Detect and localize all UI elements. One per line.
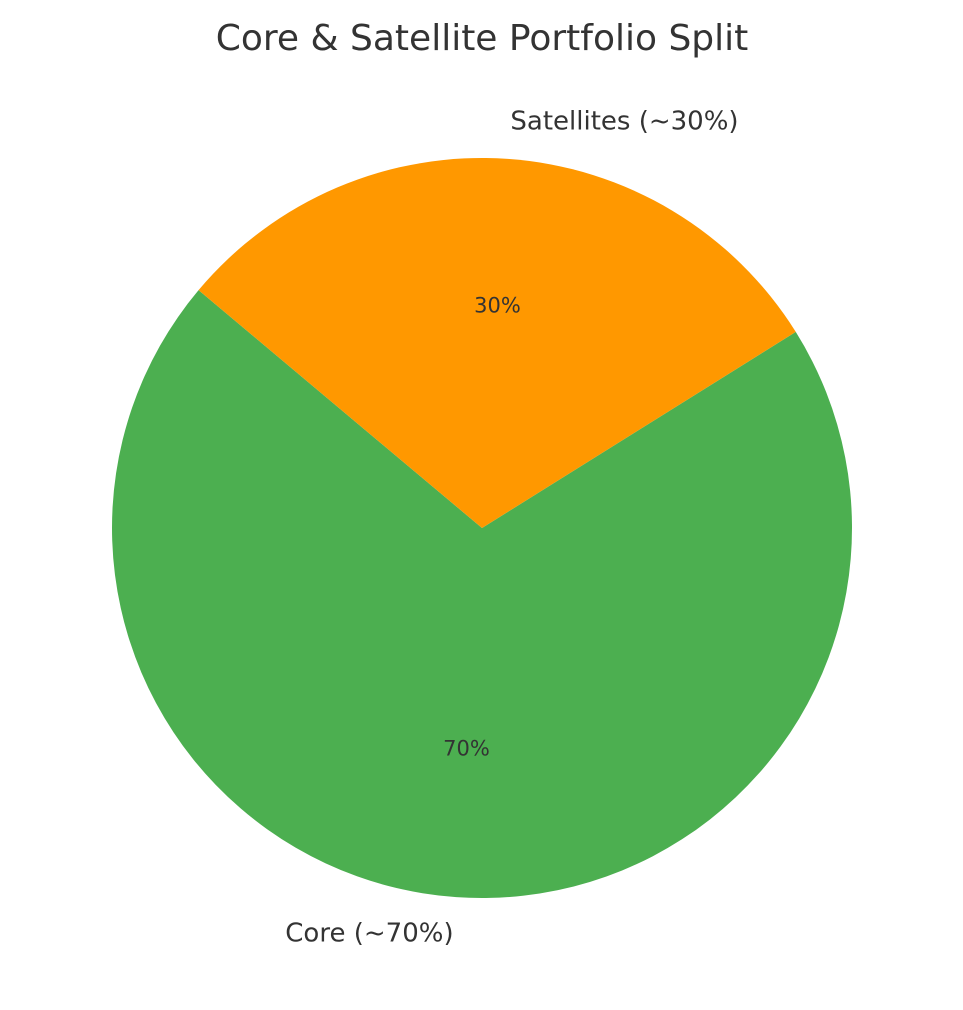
slice-label: Satellites (~30%) xyxy=(510,106,738,136)
slice-label: Core (~70%) xyxy=(285,919,453,949)
slice-percent-label: 30% xyxy=(474,294,521,318)
slice-percent-label: 70% xyxy=(443,736,490,760)
pie-slice-core xyxy=(112,290,852,898)
chart-title: Core & Satellite Portfolio Split xyxy=(216,18,749,59)
pie-slice-satellites xyxy=(198,157,796,528)
